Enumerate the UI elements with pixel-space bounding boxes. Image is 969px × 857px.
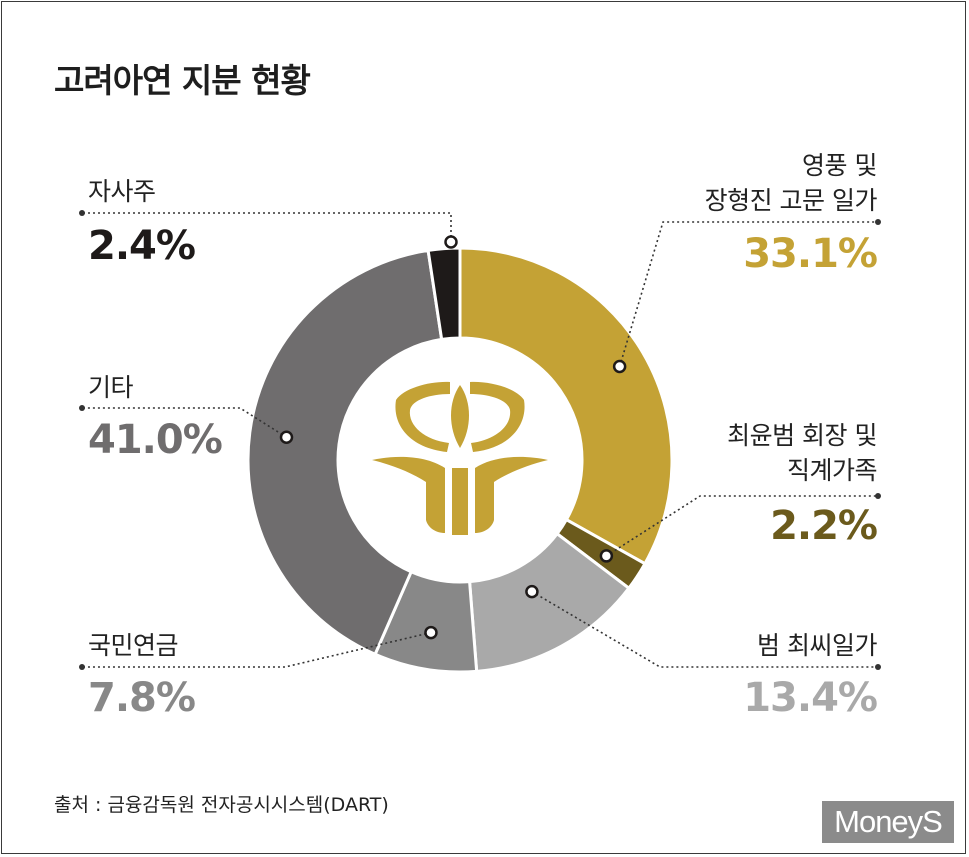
- label-choi-chairman-line1: 최윤범 회장 및: [727, 421, 877, 450]
- brand-logo: MoneyS: [822, 801, 954, 843]
- source-note: 출처 : 금융감독원 전자공시시스템(DART): [54, 794, 389, 816]
- leader-marker-treasury-stock: [444, 235, 458, 249]
- label-young-poong-line2: 장형진 고문 일가: [704, 186, 878, 215]
- pct-choi-chairman: 2.2%: [770, 503, 878, 549]
- leader-marker-choi-family: [525, 584, 539, 599]
- label-young-poong-line1: 영풍 및: [802, 151, 877, 180]
- leader-end-dot-nps: [79, 664, 85, 670]
- leader-end-dot-choi-family: [875, 664, 881, 670]
- leader-line-choi-chairman: [605, 495, 878, 557]
- label-choi-chairman-line2: 직계가족: [786, 456, 878, 485]
- label-other: 기타: [88, 373, 134, 402]
- slice-other: [246, 248, 444, 657]
- leader-end-dot-treasury-stock: [79, 210, 85, 216]
- pct-other: 41.0%: [88, 417, 223, 463]
- leader-marker-other: [279, 430, 294, 444]
- brand-logo-text: MoneyS: [834, 804, 943, 839]
- slice-young-poong: [458, 246, 674, 566]
- label-choi-family: 범 최씨일가: [757, 631, 877, 660]
- pct-choi-family: 13.4%: [743, 675, 878, 721]
- leader-end-dot-choi-chairman: [875, 493, 881, 499]
- leader-line-young-poong: [618, 221, 878, 367]
- leader-marker-young-poong: [612, 359, 627, 374]
- label-nps: 국민연금: [88, 631, 179, 660]
- pct-young-poong: 33.1%: [743, 231, 878, 277]
- chart-title: 고려아연 지분 현황: [54, 61, 311, 100]
- slice-treasury-stock: [426, 246, 462, 342]
- leader-marker-nps: [424, 625, 438, 640]
- leader-line-treasury-stock: [82, 212, 452, 242]
- leader-end-dot-young-poong: [875, 219, 881, 225]
- company-emblem-icon: [372, 381, 548, 535]
- leader-line-nps: [82, 631, 432, 668]
- pct-nps: 7.8%: [88, 675, 196, 721]
- pct-treasury-stock: 2.4%: [88, 223, 196, 269]
- leader-line-other: [82, 407, 287, 438]
- leader-end-dot-other: [79, 405, 85, 411]
- leader-marker-choi-chairman: [599, 549, 614, 563]
- label-treasury-stock: 자사주: [88, 177, 156, 206]
